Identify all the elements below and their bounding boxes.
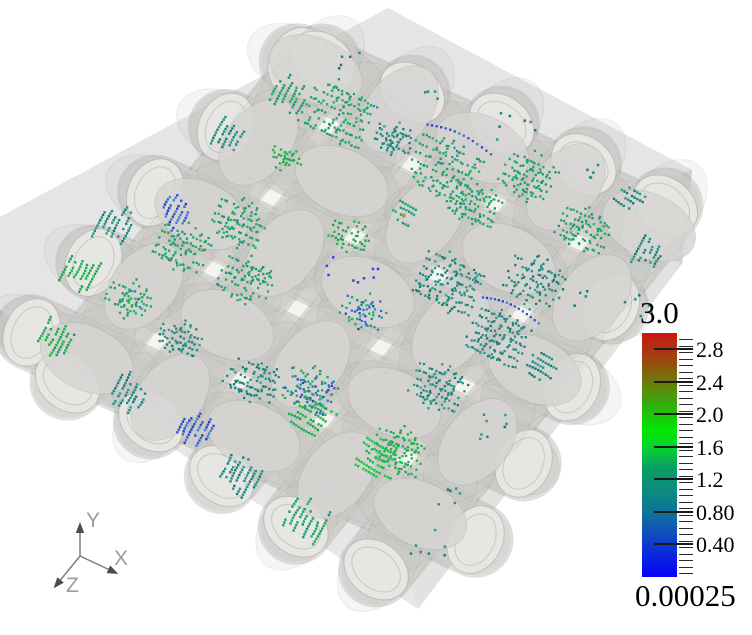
axis-arrow-icon	[53, 577, 64, 589]
point-cluster-sparse	[338, 51, 361, 70]
point-cluster-hash	[370, 425, 426, 479]
axis-label-y: Y	[86, 509, 100, 532]
point-cluster-streaks	[209, 115, 246, 152]
tow-crossover	[321, 255, 415, 329]
tow-crossover	[437, 398, 518, 486]
tow-end-cap	[343, 538, 409, 601]
tow-end-cap-rim	[351, 546, 401, 593]
point-cluster-hash	[327, 219, 370, 253]
point-cluster-streaks	[525, 351, 558, 381]
point-cluster-hash	[104, 278, 152, 320]
point-cluster-hash	[373, 121, 417, 157]
point-cluster-sparse	[623, 294, 653, 318]
point-cluster-sparse	[424, 90, 439, 100]
point-cluster-hash	[502, 254, 567, 311]
orientation-axes-widget: XY Z	[53, 509, 128, 597]
point-cluster-hash	[151, 221, 213, 274]
axis-arrow-icon	[75, 522, 85, 533]
point-cluster-hash	[281, 365, 340, 416]
point-cluster-streaks	[111, 370, 147, 415]
tow-crossover	[551, 254, 632, 342]
axis-line-x	[79, 555, 113, 572]
tow-crossover	[296, 431, 377, 519]
point-cluster-hash	[447, 181, 504, 229]
tow-crossover	[244, 209, 325, 297]
point-cluster-streaks	[37, 316, 76, 357]
point-cluster-streaks	[176, 412, 215, 448]
point-cluster-sparse	[557, 288, 589, 307]
point-cluster-streaks	[219, 453, 264, 499]
tow-crossover	[359, 65, 440, 153]
point-cluster-hash	[410, 123, 493, 205]
point-cluster-sparse	[437, 487, 462, 506]
point-cluster-streaks	[282, 497, 332, 546]
point-cluster-sparse	[496, 112, 537, 141]
point-cluster-streaks	[354, 436, 398, 480]
point-cluster-hash	[211, 197, 266, 250]
point-cluster-streaks	[162, 194, 190, 232]
tow-crossover	[270, 320, 351, 408]
tow-crossover	[294, 144, 389, 218]
point-cluster-hash	[158, 319, 203, 358]
tow-crossover	[206, 399, 301, 473]
point-cluster-sparse	[409, 528, 447, 557]
point-cluster-streaks	[612, 186, 647, 210]
woven-tows	[0, 15, 708, 612]
point-cluster-hash	[411, 250, 486, 317]
tow-crossover	[373, 477, 468, 551]
point-cluster-hash	[297, 78, 379, 149]
tow-crossover	[130, 353, 211, 441]
point-cluster-hash	[465, 296, 540, 369]
tow-crossover	[39, 322, 134, 395]
point-cluster-hash	[553, 206, 610, 255]
tow-crossover	[268, 33, 363, 107]
point-cluster-streaks	[630, 234, 662, 268]
point-cluster-sparse	[586, 163, 600, 179]
tow-crossover	[487, 333, 582, 406]
point-cluster-hash	[221, 357, 280, 404]
tow-crossover	[104, 242, 185, 330]
point-cluster-hash	[216, 254, 274, 306]
axis-line-z	[57, 555, 81, 584]
point-cluster-hash	[271, 145, 302, 172]
point-cluster-hash	[407, 362, 470, 413]
point-cluster-streaks	[392, 199, 417, 227]
glyph-points	[37, 51, 662, 557]
point-cluster-streaks	[90, 206, 133, 245]
point-cluster-hash	[338, 292, 388, 331]
point-cluster-sparse	[479, 413, 508, 441]
axis-label-z: Z	[66, 574, 79, 597]
point-cluster-streaks	[58, 255, 103, 294]
axis-label-x: X	[114, 547, 128, 570]
tow-crossover	[180, 288, 275, 362]
axis-arrow-icon	[106, 565, 119, 574]
point-cluster-streaks	[268, 73, 306, 115]
point-cluster-hash	[497, 149, 560, 204]
point-cluster-sparse	[325, 256, 380, 284]
